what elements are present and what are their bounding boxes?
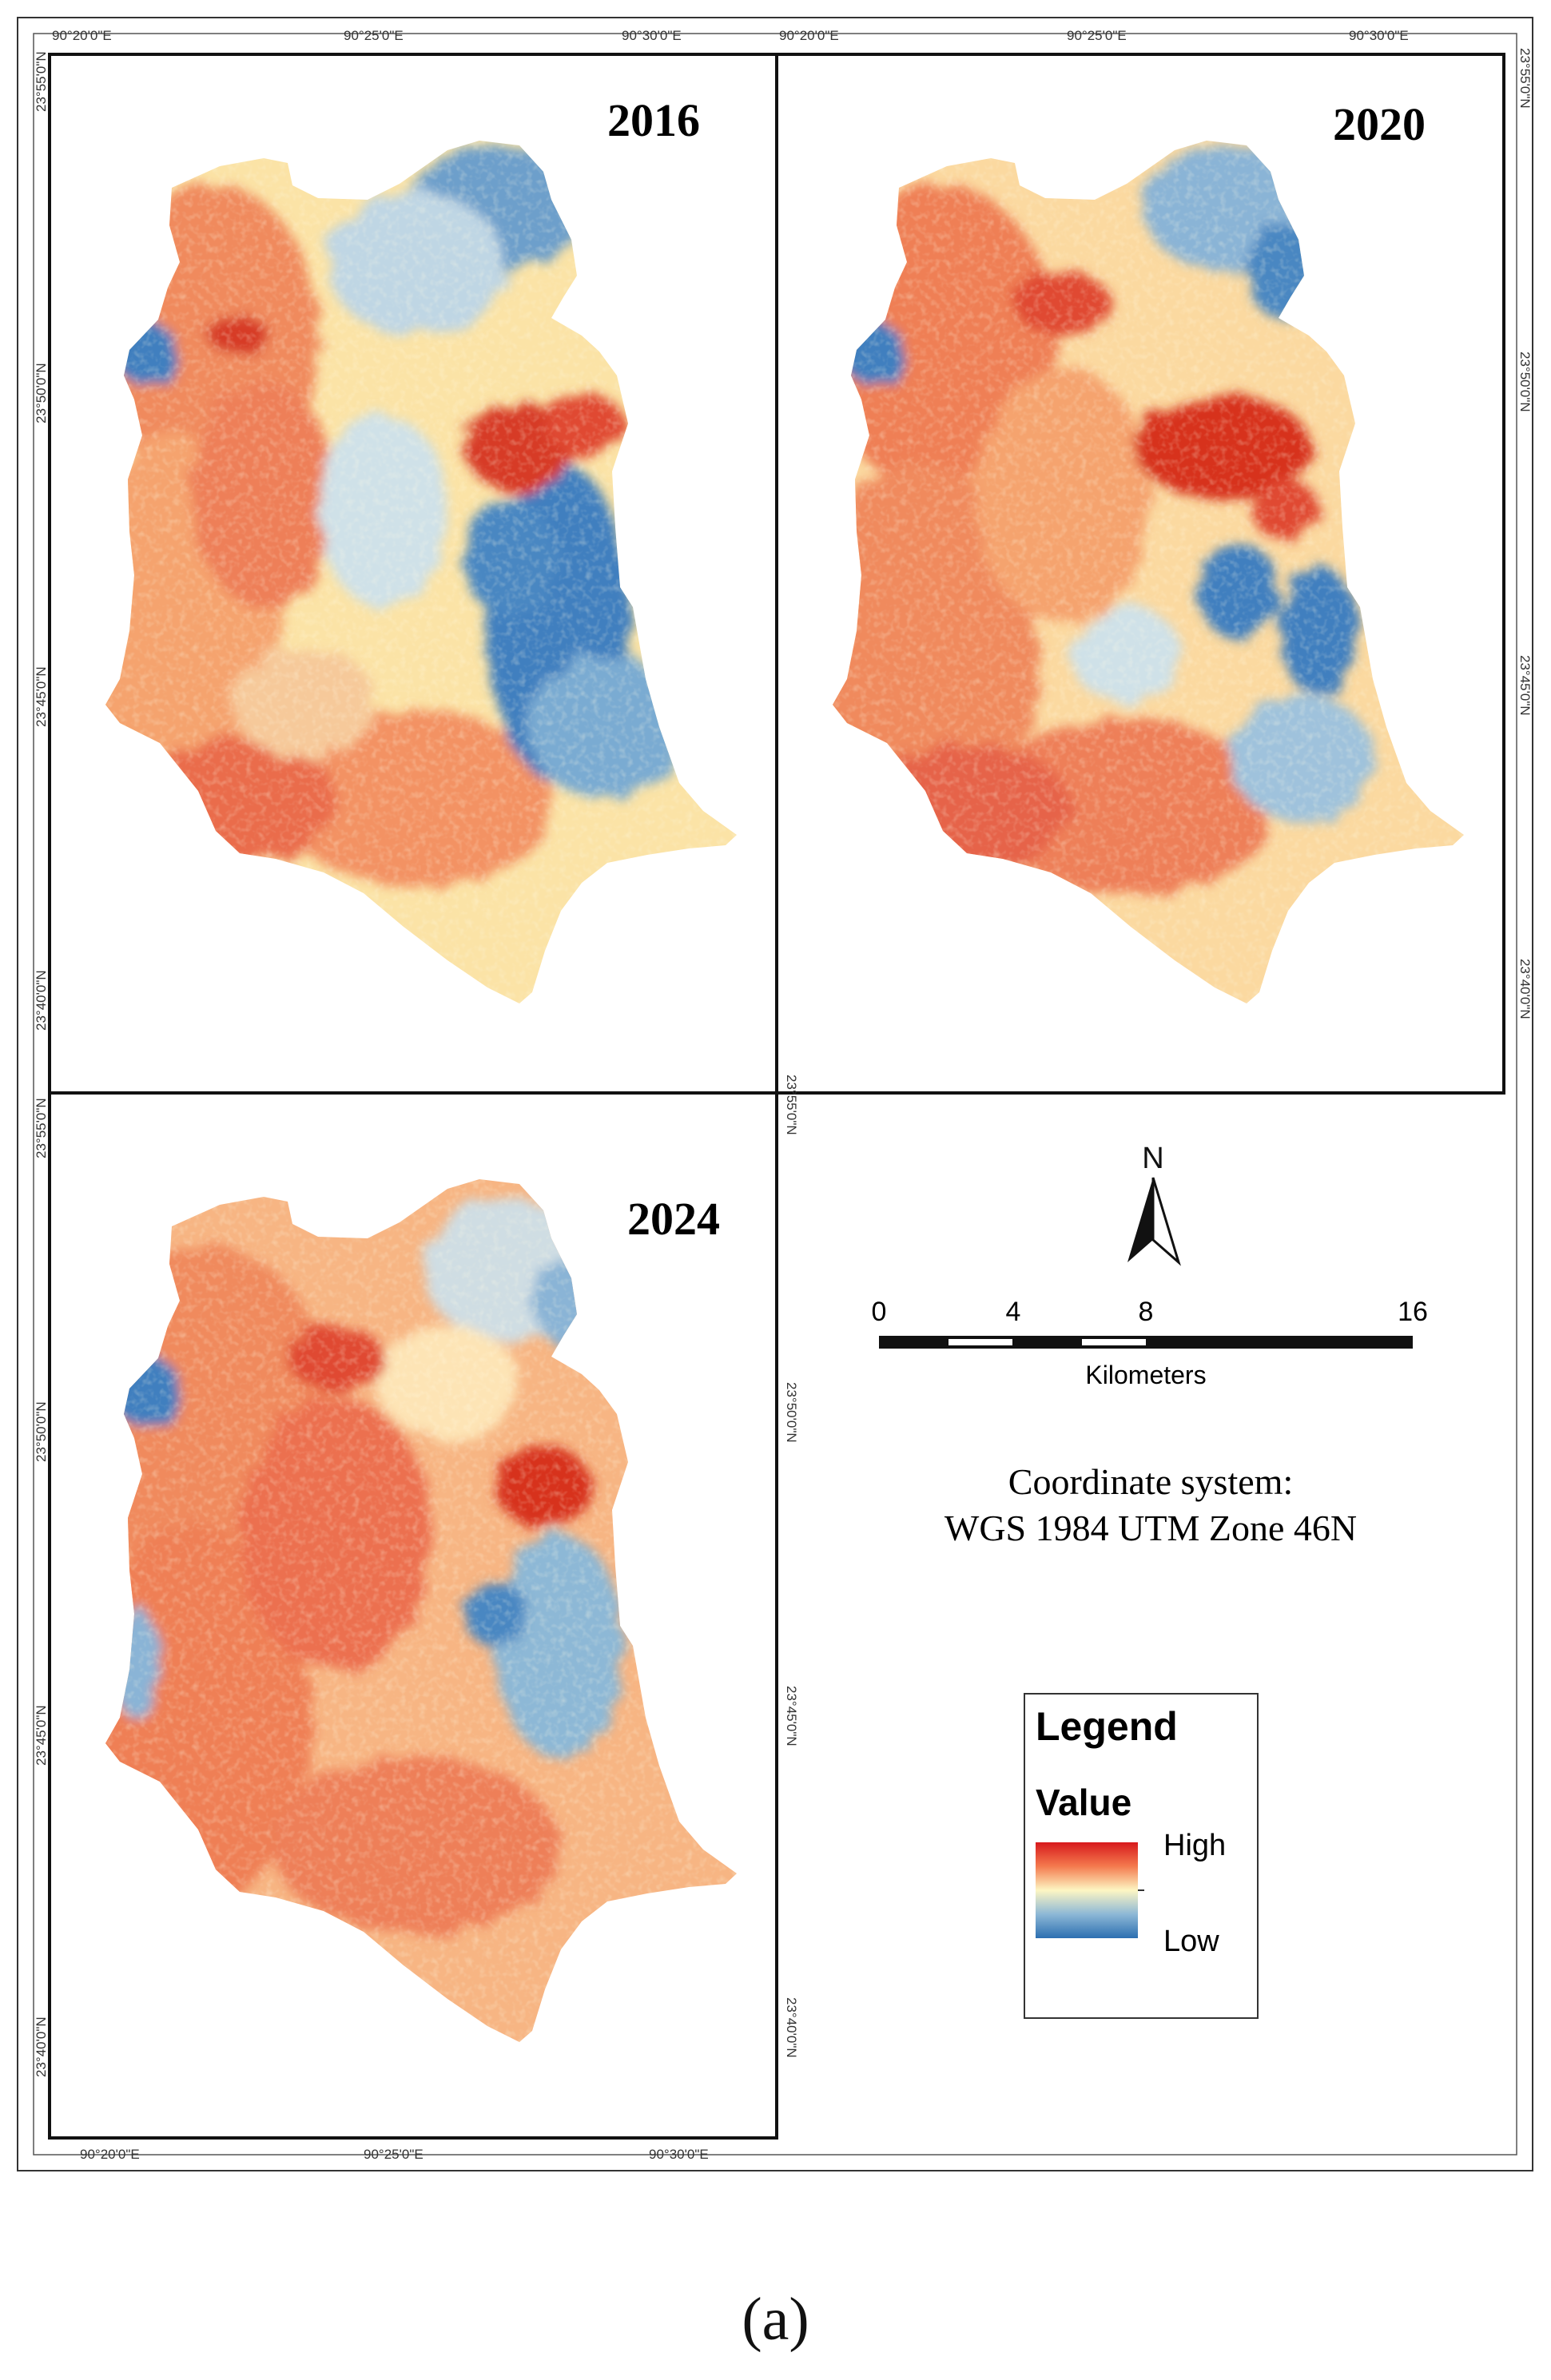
legend-subtitle: Value [1036, 1782, 1131, 1823]
lon-tick: 90°30'0"E [649, 2147, 709, 2162]
panel-2024-year: 2024 [627, 1193, 720, 1245]
lon-tick: 90°20'0"E [779, 28, 839, 43]
lon-tick: 90°30'0"E [1349, 28, 1409, 43]
coordinate-system-line2: WGS 1984 UTM Zone 46N [945, 1508, 1357, 1548]
lat-tick: 23°45'0"N [1517, 655, 1533, 716]
legend-title: Legend [1036, 1704, 1178, 1749]
lat-tick: 23°50'0"N [784, 1382, 799, 1443]
lat-tick: 23°55'0"N [34, 1098, 49, 1158]
panel-2020-year: 2020 [1333, 98, 1426, 150]
lat-tick: 23°45'0"N [784, 1686, 799, 1746]
lon-tick: 90°25'0"E [344, 28, 404, 43]
inner-frame [33, 33, 1517, 2156]
lat-tick: 23°55'0"N [784, 1075, 799, 1135]
lat-tick: 23°45'0"N [34, 1705, 49, 1766]
legend-low: Low [1163, 1925, 1219, 1958]
lat-tick: 23°45'0"N [34, 666, 49, 727]
panel-2016-year: 2016 [607, 94, 700, 146]
north-arrow-icon [1127, 1178, 1153, 1262]
lat-tick: 23°55'0"N [34, 51, 49, 112]
lon-tick: 90°25'0"E [364, 2147, 424, 2162]
lat-tick: 23°50'0"N [1517, 352, 1533, 412]
coordinate-system-line1: Coordinate system: [1008, 1461, 1293, 1502]
lat-tick: 23°55'0"N [1517, 48, 1533, 109]
lat-tick: 23°40'0"N [1517, 959, 1533, 1019]
scale-tick-0: 0 [872, 1297, 887, 1327]
lat-tick: 23°40'0"N [784, 1997, 799, 2058]
legend-color-ramp [1036, 1842, 1138, 1938]
lat-tick: 23°50'0"N [34, 363, 49, 423]
figure-caption: (a) [742, 2286, 809, 2353]
scale-unit: Kilometers [1085, 1361, 1206, 1389]
scale-tick-4: 4 [1006, 1297, 1021, 1327]
legend: Legend Value High Low [1024, 1693, 1259, 2019]
north-arrow-label: N [1142, 1142, 1163, 1175]
lat-tick: 23°50'0"N [34, 1401, 49, 1462]
lon-tick: 90°25'0"E [1067, 28, 1127, 43]
outer-frame [17, 17, 1533, 2171]
scale-tick-16: 16 [1398, 1297, 1428, 1327]
lat-tick: 23°40'0"N [34, 970, 49, 1031]
lon-tick: 90°30'0"E [622, 28, 682, 43]
lat-tick: 23°40'0"N [34, 2016, 49, 2077]
lon-tick: 90°20'0"E [80, 2147, 140, 2162]
scale-tick-8: 8 [1139, 1297, 1154, 1327]
north-arrow: N [1127, 1142, 1181, 1266]
scale-bar: 0 4 8 16 Kilometers [872, 1297, 1428, 1389]
legend-high: High [1163, 1829, 1226, 1862]
lon-tick: 90°20'0"E [52, 28, 112, 43]
